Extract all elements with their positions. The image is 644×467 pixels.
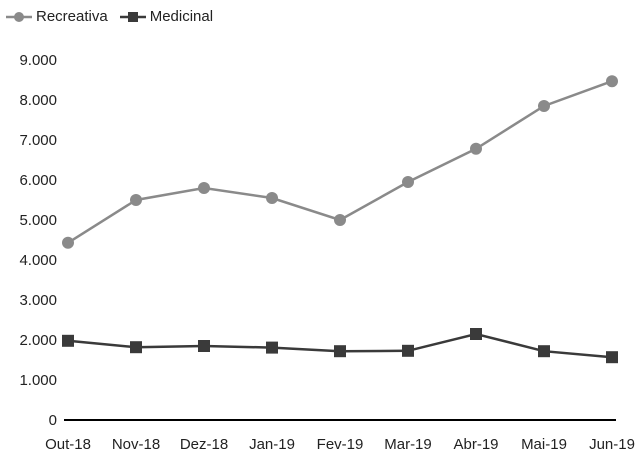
y-tick-label: 5.000 [19,212,57,229]
legend-item-recreativa: Recreativa [6,8,108,25]
x-tick-label: Abr-19 [453,436,498,453]
legend-item-medicinal: Medicinal [119,8,214,25]
y-tick-label: 2.000 [19,332,57,349]
x-tick-label: Jan-19 [249,436,295,453]
data-point-recreativa [538,100,550,112]
y-tick-label: 0 [49,412,57,429]
data-point-medicinal [538,345,550,358]
data-point-medicinal [470,328,482,340]
data-point-recreativa [266,192,278,204]
data-point-recreativa [470,142,482,155]
y-tick-label: 9.000 [19,52,57,69]
y-tick-label: 7.000 [19,132,57,149]
data-point-medicinal [130,341,142,354]
x-tick-label: Out-18 [45,436,91,453]
x-tick-label: Mai-19 [521,436,567,453]
y-tick-label: 1.000 [19,372,57,389]
data-point-medicinal [198,340,210,352]
data-point-medicinal [62,334,74,347]
y-tick-label: 4.000 [19,252,57,269]
data-point-recreativa [606,75,618,88]
data-point-medicinal [266,341,278,354]
legend-label-medicinal: Medicinal [149,8,214,25]
data-point-recreativa [402,176,414,188]
y-tick-label: 6.000 [19,172,57,189]
data-point-recreativa [334,214,346,226]
y-tick-label: 8.000 [19,92,57,109]
x-tick-label: Dez-18 [180,436,228,453]
data-point-recreativa [62,236,74,249]
x-tick-label: Nov-18 [112,436,160,453]
legend-circle-marker-icon [6,11,32,22]
data-point-medicinal [606,351,618,364]
data-point-medicinal [334,345,346,358]
legend-square-marker-icon [119,11,146,22]
legend: Recreativa Medicinal [6,8,225,25]
x-tick-label: Fev-19 [317,436,364,453]
y-tick-label: 3.000 [19,292,57,309]
legend-label-recreativa: Recreativa [36,8,108,25]
data-point-recreativa [130,194,142,206]
x-tick-label: Jun-19 [589,436,635,453]
data-point-medicinal [402,344,414,357]
x-tick-label: Mar-19 [384,436,432,453]
data-point-recreativa [198,182,210,194]
